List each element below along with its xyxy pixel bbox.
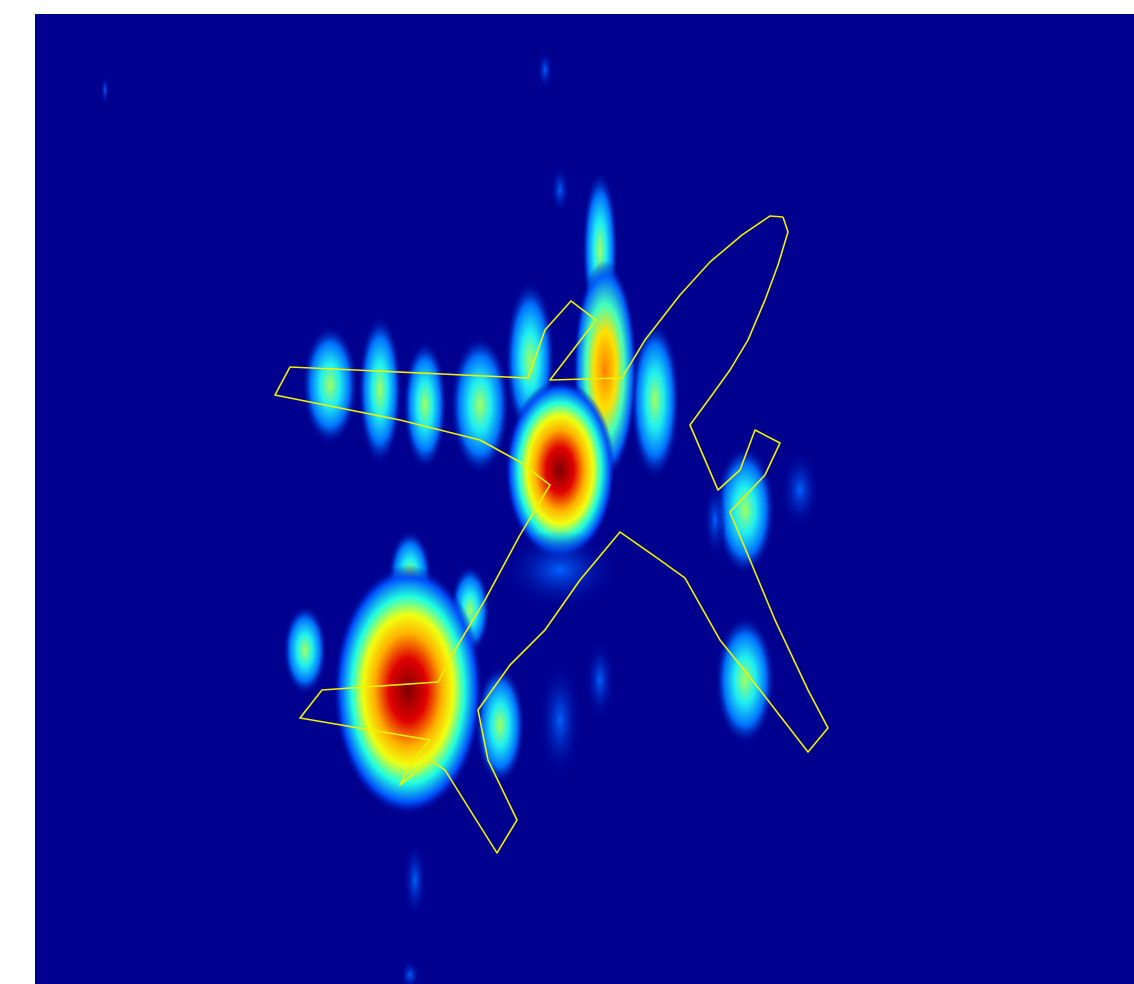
blob xyxy=(715,615,775,745)
blob xyxy=(538,660,582,780)
blob xyxy=(450,335,510,475)
blob xyxy=(101,75,109,105)
blob xyxy=(537,50,553,90)
blob xyxy=(500,530,620,610)
blob xyxy=(283,605,327,695)
blob xyxy=(585,640,615,720)
blob xyxy=(780,450,820,530)
blob xyxy=(475,665,525,785)
blob xyxy=(403,840,427,920)
blob xyxy=(703,480,727,560)
blob xyxy=(403,340,447,470)
page xyxy=(0,0,1134,984)
blob xyxy=(630,320,680,480)
radar-image xyxy=(0,0,1134,984)
blob xyxy=(550,165,570,215)
blob xyxy=(302,325,358,445)
blob xyxy=(358,315,402,465)
